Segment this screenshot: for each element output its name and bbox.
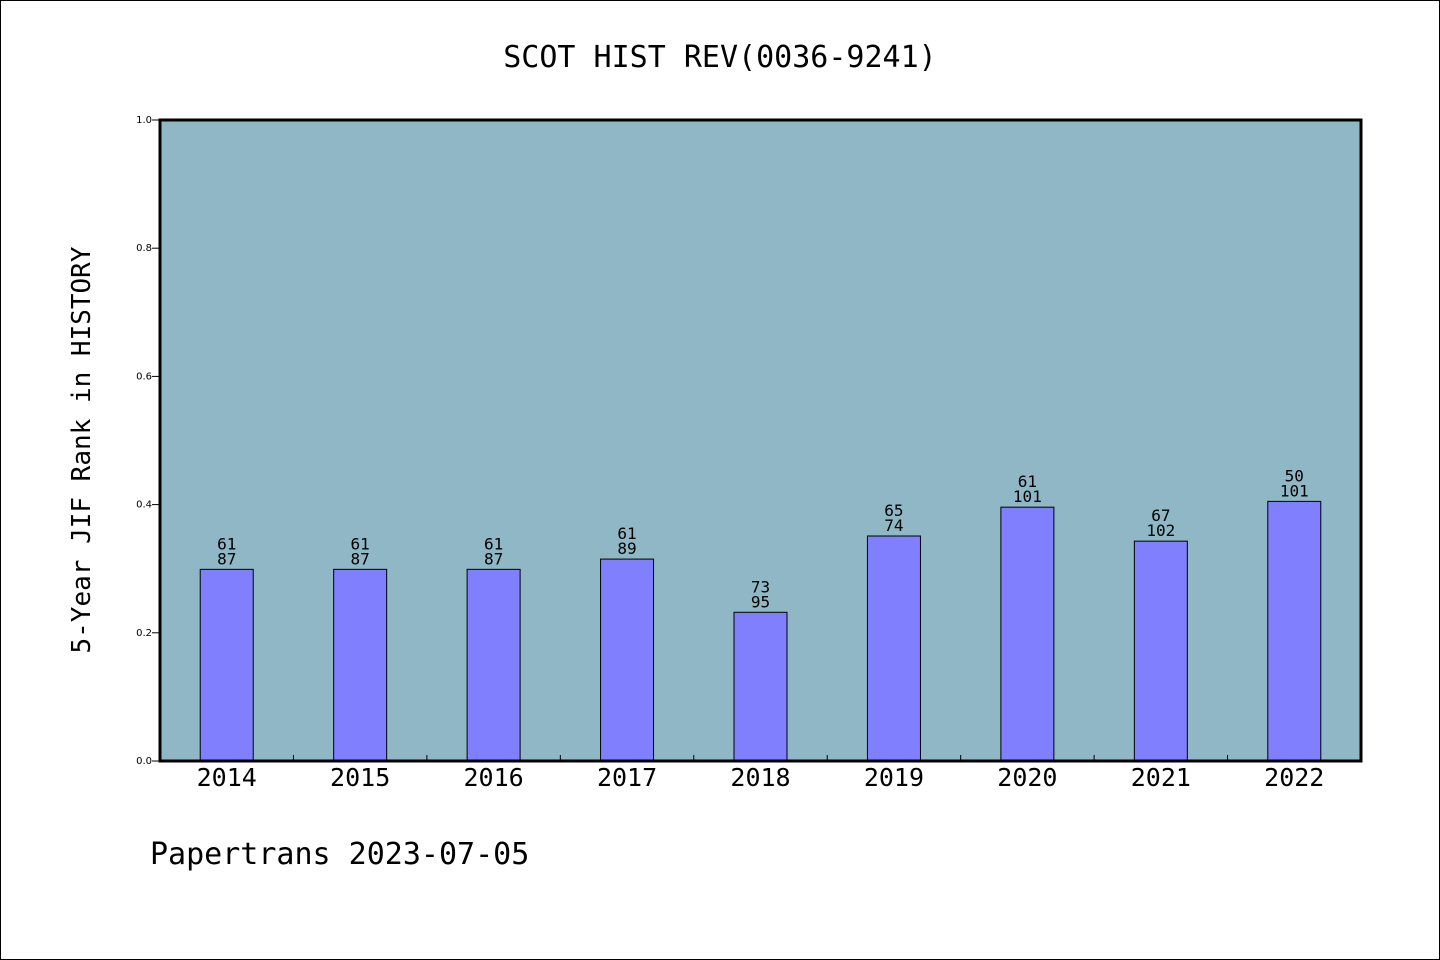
bar-total-label: 87 <box>217 549 236 568</box>
bar-rank-label: 67 <box>1151 506 1170 525</box>
x-tick-label: 2019 <box>864 763 924 792</box>
bar-total-label: 95 <box>751 592 770 611</box>
bar-rank-label: 73 <box>751 577 770 596</box>
ticks-layer: 0.0 0.2 0.4 0.6 0.8 1.0 2014 2015 2016 2017 2018 20… <box>136 115 1324 792</box>
bar-rank-label: 61 <box>351 534 370 553</box>
bar-total-label: 101 <box>1280 481 1309 500</box>
bar-2016 <box>466 568 521 762</box>
bar-total-label: 101 <box>1013 487 1042 506</box>
bar-2018 <box>733 611 788 762</box>
bar-rank-label: 61 <box>217 534 236 553</box>
bar-2019 <box>866 535 921 762</box>
bar-2014 <box>199 568 254 762</box>
bar-total-label: 74 <box>884 516 903 535</box>
y-tick-label: 0.8 <box>136 243 152 254</box>
footer-credit: Papertrans 2023-07-05 <box>150 837 529 872</box>
bar-2021 <box>1133 540 1188 762</box>
x-tick-label: 2018 <box>730 763 790 792</box>
y-tick-label: 0.4 <box>136 500 152 511</box>
bar-2020 <box>1000 506 1055 762</box>
bar-total-label: 89 <box>617 539 636 558</box>
x-tick-label: 2015 <box>330 763 390 792</box>
chart-title: SCOT HIST REV(0036-9241) <box>503 40 936 75</box>
x-tick-label: 2021 <box>1131 763 1191 792</box>
bar-rank-label: 65 <box>884 501 903 520</box>
x-tick-label: 2017 <box>597 763 657 792</box>
x-tick-label: 2022 <box>1264 763 1324 792</box>
y-tick-label: 0.2 <box>136 628 152 639</box>
bar-total-label: 87 <box>351 549 370 568</box>
bar-rank-label: 50 <box>1285 466 1304 485</box>
x-tick-label: 2016 <box>464 763 524 792</box>
bar-2015 <box>333 568 388 762</box>
y-tick-label: 0.6 <box>136 371 152 382</box>
plot-border <box>158 118 1363 763</box>
y-tick-label: 1.0 <box>136 115 152 126</box>
bar-2017 <box>600 558 655 762</box>
bar-total-label: 102 <box>1146 521 1175 540</box>
x-tick-label: 2014 <box>197 763 257 792</box>
bar-rank-label: 61 <box>1018 472 1037 491</box>
bar-rank-label: 61 <box>617 524 636 543</box>
y-axis-label: 5-Year JIF Rank in HISTORY <box>67 246 97 653</box>
bar-rank-label: 61 <box>484 534 503 553</box>
y-tick-label: 0.0 <box>136 756 152 767</box>
x-tick-label: 2020 <box>997 763 1057 792</box>
bar-2022 <box>1267 500 1322 762</box>
bar-total-label: 87 <box>484 549 503 568</box>
